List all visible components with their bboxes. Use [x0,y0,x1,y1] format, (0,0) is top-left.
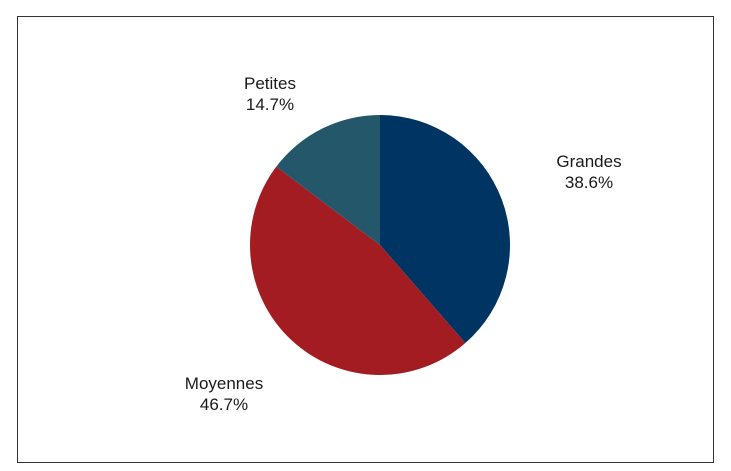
slice-label-petites: Petites 14.7% [244,74,296,114]
pie-slice-moyennes [250,166,466,375]
slice-category-petites: Petites [244,74,296,93]
slice-label-grandes: Grandes 38.6% [556,152,621,192]
slice-category-grandes: Grandes [556,152,621,171]
slice-value-petites: 14.7% [246,95,294,114]
slice-category-moyennes: Moyennes [185,374,263,393]
pie-slice-petites [276,115,380,245]
pie-slice-grandes [380,115,510,344]
slice-label-moyennes: Moyennes 46.7% [185,374,263,414]
pie-labels: Grandes 38.6% Moyennes 46.7% Petites 14.7% [185,74,622,414]
pie-slices [250,115,510,375]
slice-value-grandes: 38.6% [565,173,613,192]
slice-value-moyennes: 46.7% [200,395,248,414]
